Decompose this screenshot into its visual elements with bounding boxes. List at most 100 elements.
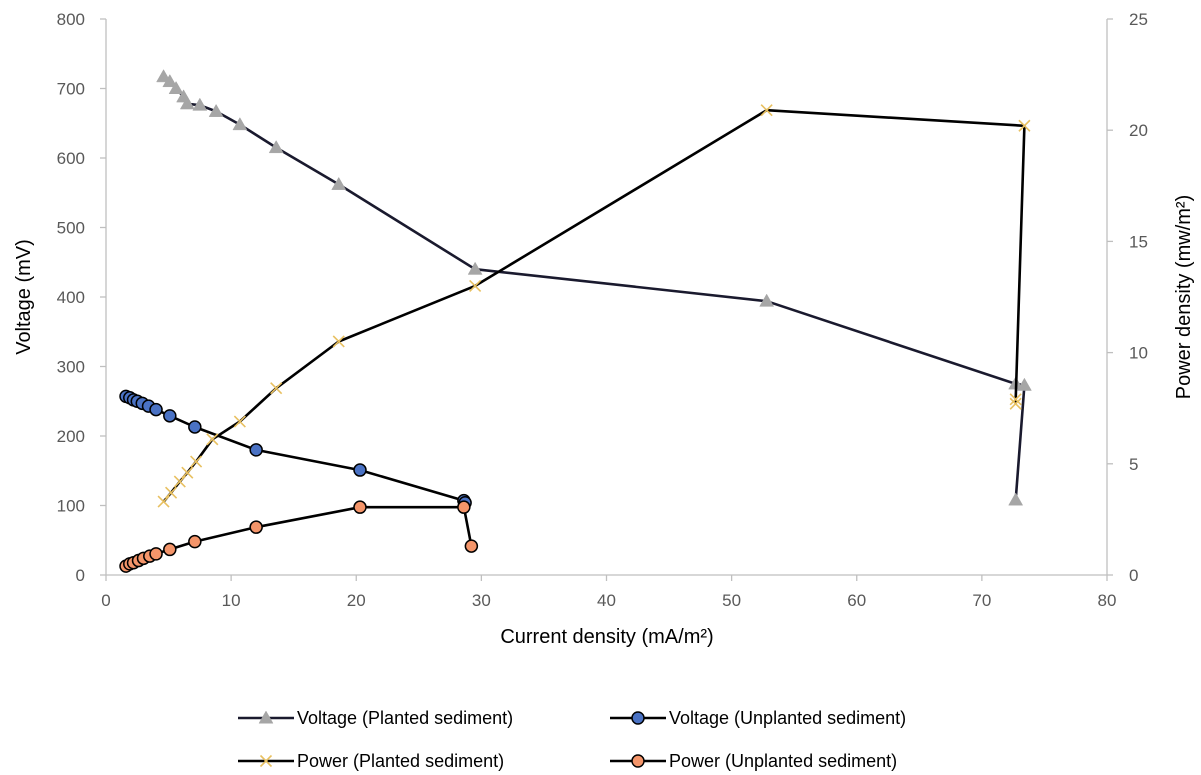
y-tick-label: 300 [57, 358, 85, 377]
series-power-planted-sediment [157, 104, 1031, 508]
data-point [353, 463, 367, 477]
legend-label: Power (Unplanted sediment) [669, 751, 897, 771]
marker-stroke [233, 415, 246, 428]
y2-tick-label: 0 [1129, 566, 1138, 585]
data-point [332, 335, 345, 348]
legend-marker [631, 754, 645, 768]
legend-label: Power (Planted sediment) [297, 751, 504, 771]
x-tick-label: 80 [1098, 591, 1117, 610]
series-line [125, 505, 473, 568]
marker-stroke [206, 433, 219, 446]
data-point [149, 547, 163, 561]
data-point [760, 104, 773, 117]
data-point [457, 500, 471, 514]
x-tick-label: 50 [722, 591, 741, 610]
data-point [188, 534, 202, 549]
data-point [164, 486, 178, 499]
legend-item: Power (Planted sediment) [238, 751, 504, 771]
data-point [759, 293, 775, 307]
series-voltage-planted-sediment [156, 69, 1032, 506]
data-point [190, 455, 203, 468]
legend-item: Power (Unplanted sediment) [610, 751, 897, 771]
legend-item: Voltage (Planted sediment) [238, 708, 513, 728]
y-tick-label: 100 [57, 497, 85, 516]
data-point [163, 409, 177, 423]
legend-marker [631, 711, 645, 725]
marker-stroke [173, 475, 186, 488]
data-point [469, 279, 482, 292]
data-point [249, 520, 263, 534]
data-point [249, 443, 263, 457]
series-line [162, 108, 1026, 503]
legend: Voltage (Planted sediment) Voltage (Unpla… [238, 708, 906, 771]
marker-stroke [760, 104, 773, 117]
data-point [233, 415, 246, 428]
data-point [192, 97, 208, 111]
data-point [1008, 492, 1024, 506]
marker-stroke [469, 279, 482, 292]
data-point [208, 103, 224, 117]
data-point [181, 466, 194, 479]
data-point [157, 495, 170, 508]
y2-tick-label: 15 [1129, 232, 1148, 251]
data-point [179, 96, 195, 110]
data-point [163, 542, 177, 557]
legend-marker [259, 754, 273, 768]
x-axis-title: Current density (mA/m²) [500, 626, 713, 648]
y2-tick-label: 5 [1129, 455, 1138, 474]
data-point [206, 433, 219, 446]
marker-stroke [181, 466, 194, 479]
legend-marker [258, 710, 274, 724]
marker-stroke [259, 754, 273, 768]
x-tick-label: 20 [347, 591, 366, 610]
x-tick-label: 40 [597, 591, 616, 610]
y-axis-title: Voltage (mV) [13, 239, 35, 355]
axes: 0 10 20 30 40 50 60 70 8001002003004005006007008… [57, 10, 1148, 610]
y-tick-label: 400 [57, 288, 85, 307]
y2-tick-label: 10 [1129, 344, 1148, 363]
data-point [1009, 393, 1022, 406]
legend-label: Voltage (Planted sediment) [297, 708, 513, 728]
data-point [173, 475, 186, 488]
legend-item: Voltage (Unplanted sediment) [610, 708, 906, 728]
data-point [1018, 119, 1031, 132]
data-point [162, 74, 178, 88]
series-line [162, 75, 1026, 500]
data-point [353, 500, 367, 514]
marker-stroke [1009, 397, 1022, 410]
data-point [331, 176, 347, 190]
y-tick-label: 0 [76, 566, 85, 585]
legend-label: Voltage (Unplanted sediment) [669, 708, 906, 728]
y-tick-label: 500 [57, 219, 85, 238]
data-point [168, 80, 184, 94]
y-tick-label: 700 [57, 80, 85, 99]
y2-axis-title: Power density (mw/m²) [1173, 195, 1195, 399]
x-tick-label: 60 [847, 591, 866, 610]
data-point [270, 382, 283, 395]
x-tick-label: 30 [472, 591, 491, 610]
x-tick-label: 70 [972, 591, 991, 610]
data-point [464, 539, 479, 553]
plot-area [119, 69, 1032, 573]
y-tick-label: 600 [57, 149, 85, 168]
data-point [188, 420, 202, 434]
x-tick-label: 0 [101, 591, 110, 610]
marker-stroke [164, 486, 178, 499]
data-point [268, 140, 284, 154]
data-point [232, 117, 248, 131]
marker-stroke [157, 495, 170, 508]
marker-stroke [332, 335, 345, 348]
marker-stroke [190, 455, 203, 468]
data-point [467, 261, 483, 275]
y-tick-label: 800 [57, 10, 85, 29]
data-point [149, 402, 163, 417]
marker-stroke [1018, 119, 1031, 132]
data-point [1009, 397, 1022, 410]
series-power-unplanted-sediment [119, 500, 479, 573]
marker-stroke [270, 382, 283, 395]
marker-stroke [1009, 393, 1022, 406]
y2-tick-label: 25 [1129, 10, 1148, 29]
data-point [1016, 377, 1032, 391]
y2-tick-label: 20 [1129, 121, 1148, 140]
